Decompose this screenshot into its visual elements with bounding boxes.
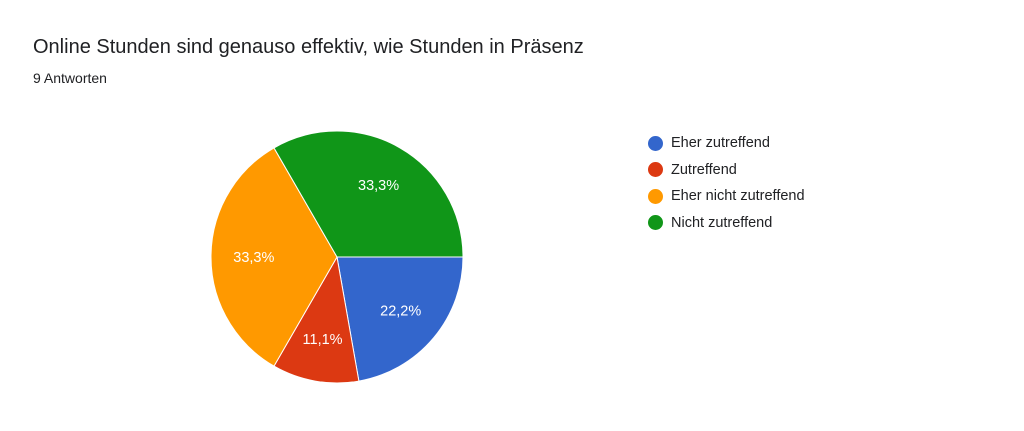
chart-title: Online Stunden sind genauso effektiv, wi… xyxy=(33,36,584,58)
legend-item-2[interactable]: Zutreffend xyxy=(648,157,805,184)
legend-label-4: Nicht zutreffend xyxy=(671,214,773,231)
pie-slice-2[interactable] xyxy=(273,255,360,384)
legend-item-3[interactable]: Eher nicht zutreffend xyxy=(648,183,805,210)
legend-swatch-3 xyxy=(648,188,663,204)
legend-swatch-2 xyxy=(648,162,663,178)
pie-slice-3[interactable] xyxy=(210,147,338,367)
slice-label-3: 33,3% xyxy=(233,250,274,266)
pie-slice-1[interactable] xyxy=(336,256,464,382)
slice-label-2: 11,1% xyxy=(303,332,343,348)
legend: Eher zutreffend Zutreffend Eher nicht zutr… xyxy=(648,130,805,236)
legend-swatch-4 xyxy=(648,215,663,231)
legend-label-1: Eher zutreffend xyxy=(671,135,770,152)
legend-item-4[interactable]: Nicht zutreffend xyxy=(648,210,805,237)
legend-label-2: Zutreffend xyxy=(671,161,737,178)
legend-item-1[interactable]: Eher zutreffend xyxy=(648,130,805,157)
legend-swatch-1 xyxy=(648,135,663,151)
slice-label-4: 33,3% xyxy=(358,178,399,194)
slice-label-1: 22,2% xyxy=(380,303,421,319)
pie-slice-4[interactable] xyxy=(273,130,464,258)
response-count: 9 Antworten xyxy=(33,70,107,86)
legend-label-3: Eher nicht zutreffend xyxy=(671,188,805,205)
